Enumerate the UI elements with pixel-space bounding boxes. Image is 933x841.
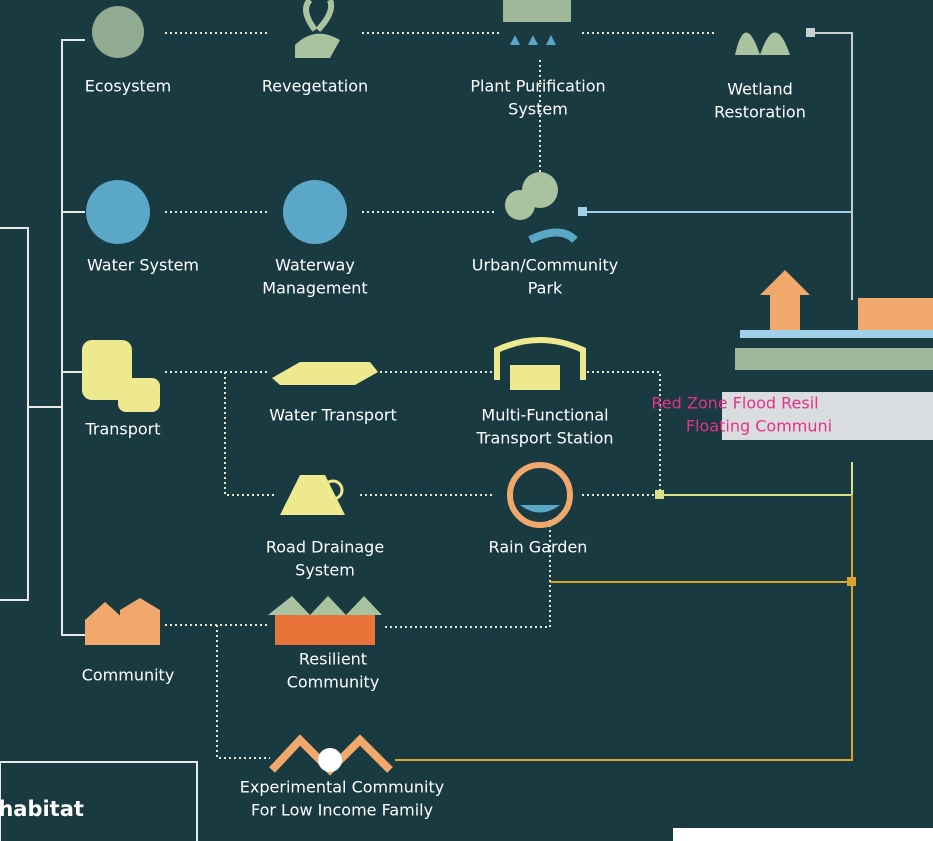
node-label: Urban/Community [472,256,618,275]
node-label: For Low Income Family [251,801,433,820]
node-label: System [295,561,355,580]
node-label: Park [528,279,563,298]
node-label: Transport [84,420,160,439]
node-label: Wetland [727,80,793,99]
node-label: Ecosystem [85,77,172,96]
node-label: Road Drainage [266,538,384,557]
node-label: Resilient [299,650,367,669]
node-label: Experimental Community [240,778,444,797]
note-text: rovide habitat [0,797,84,821]
target-label: Floating Communi [686,417,832,436]
node-label: Revegetation [262,77,368,96]
node-label: Restoration [714,103,806,122]
node-label: Rain Garden [489,538,588,557]
target-label: Red Zone Flood Resil [651,394,818,413]
node-label: Community [287,673,380,692]
node-label: Water Transport [269,406,396,425]
node-label: Community [82,666,175,685]
node-label: System [508,100,568,119]
node-label: Waterway [275,256,355,275]
node-label: Water System [87,256,199,275]
node-label: Management [262,279,367,298]
connectors [0,28,856,761]
node-label: Multi-Functional [481,406,608,425]
node-label: Transport Station [475,429,613,448]
node-label: Plant Purification [470,77,605,96]
